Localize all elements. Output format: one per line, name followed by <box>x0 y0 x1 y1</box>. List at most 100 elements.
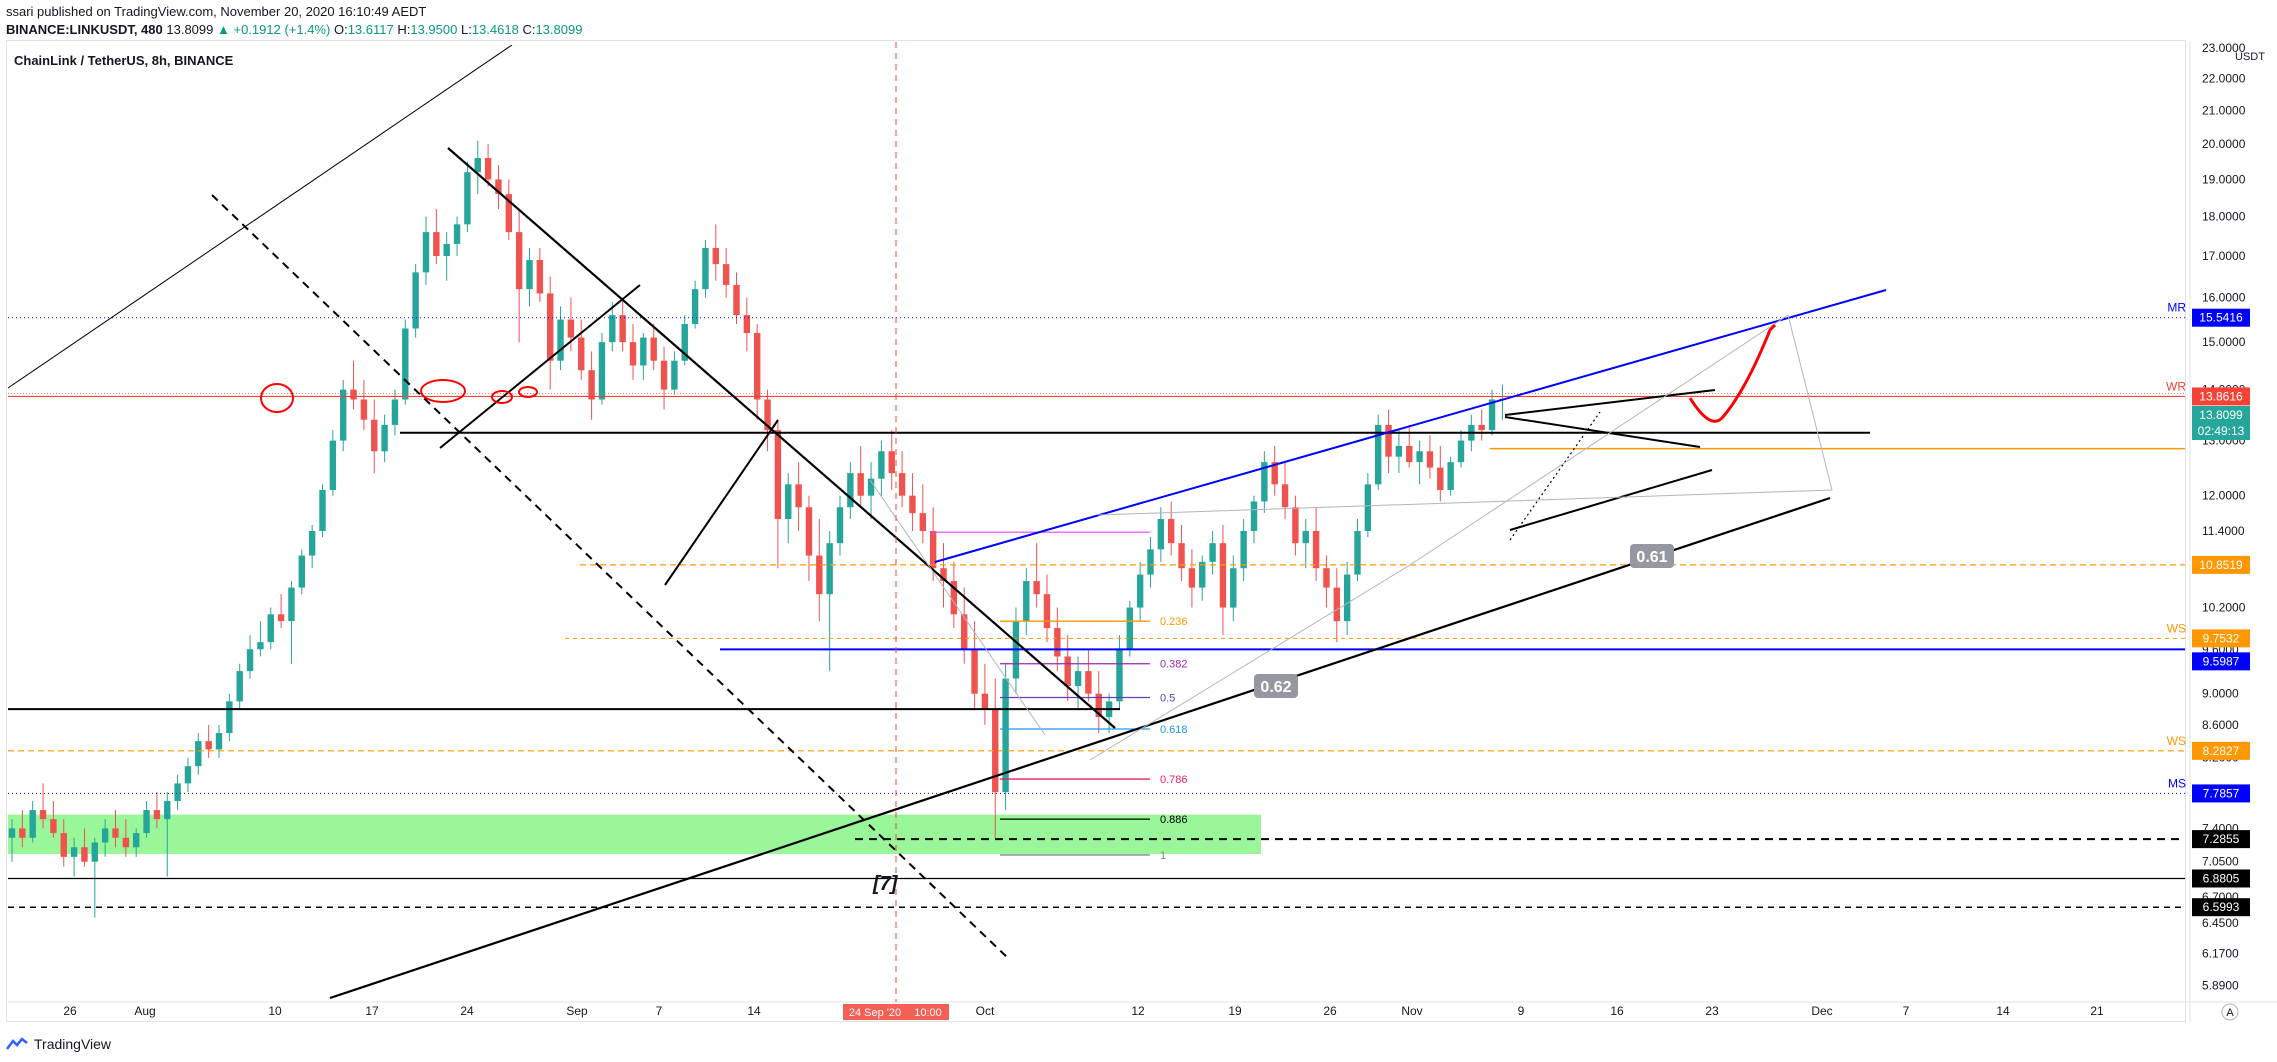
x-tick-label: 26 <box>63 1004 77 1018</box>
candle-body <box>1054 628 1061 657</box>
wave-label-7: [7] <box>872 873 899 895</box>
x-tick-label: 24 <box>460 1004 474 1018</box>
y-tick-label: 20.0000 <box>2202 137 2246 151</box>
open-value: 13.6117 <box>347 22 394 37</box>
x-tick-label: Oct <box>976 1004 995 1018</box>
x-tick-label: 12 <box>1131 1004 1145 1018</box>
y-tick-label: 9.0000 <box>2202 687 2239 701</box>
y-tick-label: 10.2000 <box>2202 601 2246 615</box>
chart-frame[interactable] <box>6 40 2186 1022</box>
candle-body <box>1095 693 1102 718</box>
candle-body <box>19 828 26 838</box>
candle-body <box>557 319 564 361</box>
candle-body <box>29 810 36 838</box>
price-label-text: 7.7857 <box>2203 786 2240 800</box>
x-tick-label: 10 <box>268 1004 282 1018</box>
candle-body <box>847 473 854 508</box>
wedge-line-a <box>439 284 641 449</box>
dotted-projection-line <box>1509 411 1601 541</box>
candle-body <box>226 701 233 734</box>
candle-body <box>453 224 461 244</box>
price-level-tag: WS <box>2167 621 2186 635</box>
candle-body <box>402 328 409 400</box>
badge-061-bg <box>1630 544 1674 568</box>
x-tick-label: 14 <box>747 1004 761 1018</box>
y-tick-label: 22.0000 <box>2202 72 2246 86</box>
candle-body <box>70 847 78 857</box>
candle-body <box>246 649 254 672</box>
candle-body <box>1437 467 1444 490</box>
candle-body <box>1395 445 1403 457</box>
descending-trendline <box>447 147 1116 729</box>
high-label: H: <box>397 22 411 37</box>
projected-move-path <box>1688 323 1777 423</box>
axis-unit-label: USDT <box>2235 51 2265 63</box>
crosshair-date-box <box>843 1004 949 1020</box>
fib-label-0.886: 0.886 <box>1160 814 1188 826</box>
price-label-text: 6.8805 <box>2203 871 2240 885</box>
candle-body <box>1219 543 1227 608</box>
candle-body <box>381 424 388 452</box>
candle-body <box>950 581 958 615</box>
x-tick-label: 16 <box>1610 1004 1624 1018</box>
candle-body <box>1271 462 1278 485</box>
candle-body <box>754 333 761 400</box>
fib-label-0.5: 0.5 <box>1160 693 1175 705</box>
price-label-text: 13.8099 <box>2199 408 2243 422</box>
candle-body <box>619 315 626 343</box>
candle-body <box>1136 574 1144 608</box>
price-label-text: 9.5987 <box>2203 654 2240 668</box>
y-tick-label: 23.0000 <box>2202 41 2246 55</box>
candle-body <box>867 478 875 496</box>
badge-062: 0.62 <box>1260 679 1291 696</box>
candle-body <box>1230 568 1237 608</box>
candle-body <box>971 649 978 694</box>
candle-body <box>526 260 533 290</box>
candle-body <box>39 810 47 820</box>
price-label-text: 7.2855 <box>2203 832 2240 846</box>
price-level-tag: MS <box>2168 776 2186 790</box>
candle-body <box>1426 451 1434 468</box>
candle-body <box>836 507 844 544</box>
candle-body <box>308 530 316 556</box>
candle-body <box>81 847 88 862</box>
candle-body <box>133 833 140 848</box>
candle-body <box>547 293 554 361</box>
candle-body <box>1147 549 1154 575</box>
candle-body <box>929 530 937 569</box>
candle-body <box>774 430 782 520</box>
x-tick-label: 23 <box>1705 1004 1719 1018</box>
candle-body <box>660 360 668 390</box>
red-circle-marker <box>518 386 538 398</box>
candle-body <box>205 741 212 750</box>
y-tick-label: 18.0000 <box>2202 210 2246 224</box>
x-tick-label: Dec <box>1811 1004 1832 1018</box>
candle-body <box>122 837 130 848</box>
candle-body <box>1281 484 1289 508</box>
price-label-box <box>2192 784 2250 803</box>
y-tick-label: 16.0000 <box>2202 291 2246 305</box>
candle-body <box>350 389 357 400</box>
candle-body <box>919 513 926 531</box>
open-label: O: <box>333 22 348 37</box>
wedge-line-b <box>664 419 779 586</box>
price-label-text: 9.7532 <box>2203 631 2240 645</box>
footer[interactable]: TradingView <box>6 1036 111 1052</box>
candle-body <box>536 260 544 294</box>
candle-body <box>505 194 512 233</box>
low-value: 13.4618 <box>471 22 519 37</box>
close-label: C: <box>522 22 536 37</box>
x-tick-label: Sep <box>566 1004 588 1018</box>
candle-body <box>319 489 326 531</box>
y-tick-label: 12.0000 <box>2202 489 2246 503</box>
high-value: 13.9500 <box>410 22 458 37</box>
footer-brand: TradingView <box>34 1036 112 1052</box>
candle-body <box>1333 587 1340 622</box>
candle-body <box>464 172 471 225</box>
candle-body <box>1292 507 1299 544</box>
auto-scale-button[interactable] <box>2221 1003 2239 1021</box>
candle-body <box>712 247 719 265</box>
candle-body <box>267 614 274 643</box>
projection-triangle <box>1089 314 1833 761</box>
